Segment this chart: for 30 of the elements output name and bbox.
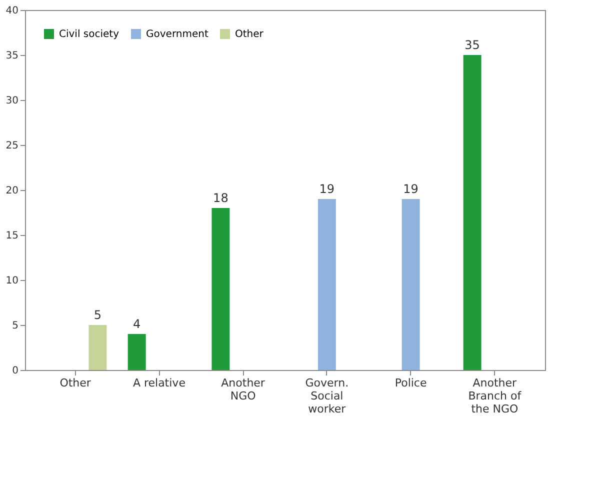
y-tick-label: 0 [12, 366, 18, 376]
y-tick-label: 5 [12, 320, 18, 332]
bar [88, 325, 107, 370]
y-tick-label: 35 [6, 50, 18, 62]
y-tick-label: 15 [6, 230, 18, 242]
y-tick-label: 10 [6, 276, 18, 286]
x-tick-label: Police [394, 376, 427, 390]
legend-label: Other [235, 29, 264, 40]
x-tick-label: Other [60, 376, 92, 390]
y-tick-label: 20 [6, 186, 18, 196]
y-tick-label: 30 [6, 96, 18, 106]
bar [128, 334, 146, 370]
legend-label: Civil society [59, 29, 120, 40]
data-label: 18 [213, 191, 228, 205]
y-tick-label: 40 [6, 6, 18, 16]
x-tick-label: Another NGO [221, 376, 266, 402]
x-tick-label: A relative [132, 376, 186, 390]
x-tick-label: Another Branch of the NGO [468, 376, 522, 416]
data-label: 19 [319, 182, 335, 196]
bar [463, 55, 482, 370]
data-label: 4 [133, 317, 141, 331]
data-label: 19 [403, 182, 418, 196]
bar [212, 208, 230, 370]
bar [402, 199, 420, 370]
x-tick-label: Govern. Social worker [305, 376, 349, 416]
y-tick-label: 25 [6, 140, 18, 152]
data-label: 5 [94, 308, 102, 322]
bar [318, 199, 336, 370]
legend-label: Government [146, 29, 208, 40]
data-label: 35 [464, 38, 480, 52]
